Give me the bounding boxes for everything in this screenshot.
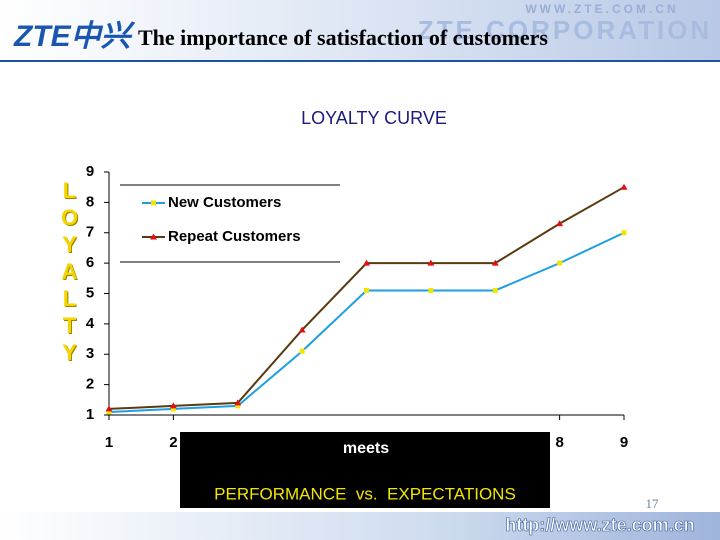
y-tick-label: 6 xyxy=(86,254,94,271)
watermark: ZTE CORPORATION xyxy=(418,15,712,45)
annotation: meets xyxy=(343,440,389,457)
header-rule xyxy=(0,60,720,62)
marker xyxy=(105,405,113,412)
marker xyxy=(557,260,563,266)
x-tick-label: 1 xyxy=(105,434,113,451)
y-tick-label: 3 xyxy=(86,345,94,362)
annotation-box xyxy=(180,432,550,508)
header-band xyxy=(0,0,720,62)
chart-title: LOYALTY CURVE xyxy=(301,108,447,128)
marker xyxy=(556,220,564,227)
watermark-url: WWW.ZTE.COM.CN xyxy=(525,2,678,16)
legend-label: Repeat Customers xyxy=(168,228,301,245)
x-tick-label: 2 xyxy=(169,434,177,451)
x-tick-label: 8 xyxy=(555,434,563,451)
page-number: 17 xyxy=(646,496,660,511)
legend-label: New Customers xyxy=(168,194,281,211)
marker xyxy=(299,348,305,354)
y-tick-label: 2 xyxy=(86,376,94,393)
y-axis-label: LOYALTY xyxy=(57,178,82,367)
legend-marker xyxy=(150,233,157,240)
y-tick-label: 4 xyxy=(86,315,95,332)
y-tick-label: 9 xyxy=(86,163,94,180)
marker xyxy=(298,326,306,333)
y-tick-label: 5 xyxy=(86,284,94,301)
marker xyxy=(364,287,369,293)
marker xyxy=(620,183,628,190)
marker xyxy=(106,409,112,415)
slide-title: The importance of satisfaction of custom… xyxy=(138,25,548,50)
y-tick-label: 8 xyxy=(86,193,94,210)
y-tick-label: 7 xyxy=(86,224,94,241)
legend-marker xyxy=(151,200,156,206)
logo: ZTE中兴 xyxy=(13,20,136,53)
marker xyxy=(427,259,435,266)
footer-url: http://www.zte.com.cn xyxy=(505,515,694,535)
marker xyxy=(234,399,242,406)
marker xyxy=(428,287,434,293)
series-line xyxy=(108,186,625,410)
marker xyxy=(492,287,498,293)
marker xyxy=(170,406,176,412)
x-tick-label: 9 xyxy=(620,434,628,451)
marker xyxy=(235,403,241,409)
marker xyxy=(169,402,177,409)
y-tick-label: 1 xyxy=(86,406,94,423)
marker xyxy=(621,230,627,236)
footer-band xyxy=(0,512,720,540)
marker xyxy=(363,259,370,266)
annotation: PERFORMANCE vs. EXPECTATIONS xyxy=(214,484,516,503)
marker xyxy=(491,259,499,266)
